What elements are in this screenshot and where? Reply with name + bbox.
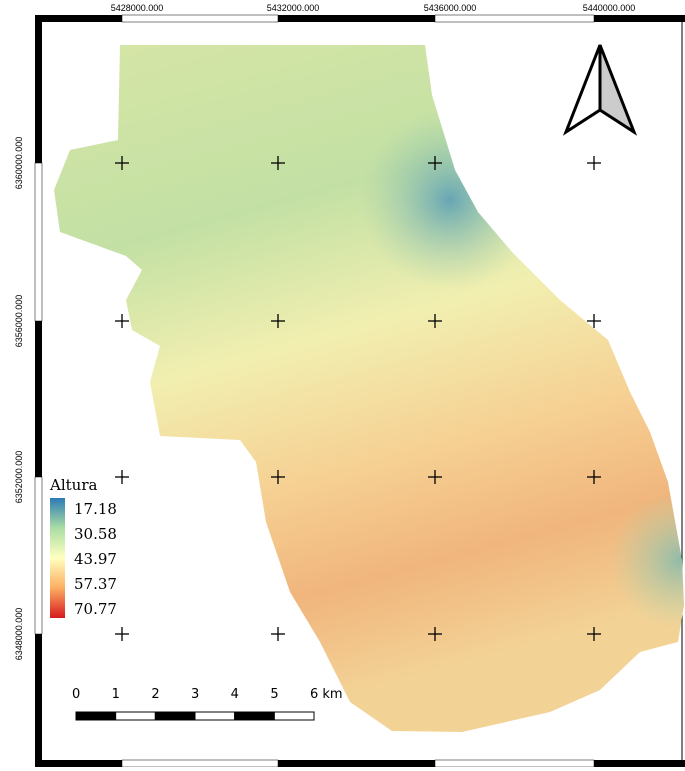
y-coordinate-label: 6352000.000 [14, 451, 24, 504]
x-coordinate-label: 5440000.000 [583, 3, 636, 13]
legend-value: 70.77 [74, 600, 117, 618]
legend-value: 17.18 [74, 500, 117, 518]
y-coordinate-label: 6348000.000 [14, 608, 24, 661]
scale-label: 0 [72, 687, 80, 702]
x-coordinate-label: 5432000.000 [267, 3, 320, 13]
legend-title: Altura [49, 476, 97, 494]
scale-segment [273, 711, 315, 721]
north-arrow [562, 44, 638, 136]
scale-label: 1 [112, 687, 120, 702]
x-coordinate-label: 5436000.000 [424, 3, 477, 13]
scale-segment [194, 711, 236, 721]
legend: Altura [49, 476, 97, 618]
legend-color-ramp [50, 498, 65, 618]
grid-crosses [115, 156, 601, 641]
y-coordinate-label: 6360000.000 [14, 137, 24, 190]
legend-value: 57.37 [74, 575, 117, 593]
x-coordinate-label: 5428000.000 [111, 3, 164, 13]
legend-value: 30.58 [74, 525, 117, 543]
scale-label: 2 [151, 687, 159, 702]
scale-label: 5 [270, 687, 278, 702]
legend-value: 43.97 [74, 550, 117, 568]
scale-segment [115, 711, 156, 721]
elevation-raster [54, 45, 684, 732]
scale-segment [75, 711, 117, 721]
scale-segment [234, 711, 275, 721]
scale-segment [154, 711, 196, 721]
frame-bars [34, 14, 685, 768]
scale-label: 4 [231, 687, 239, 702]
y-coordinate-label: 6356000.000 [14, 295, 24, 348]
scale-bar: 0 1 2 3 4 5 6 km [72, 687, 343, 721]
scale-label: 6 km [310, 687, 343, 702]
scale-label: 3 [191, 687, 199, 702]
